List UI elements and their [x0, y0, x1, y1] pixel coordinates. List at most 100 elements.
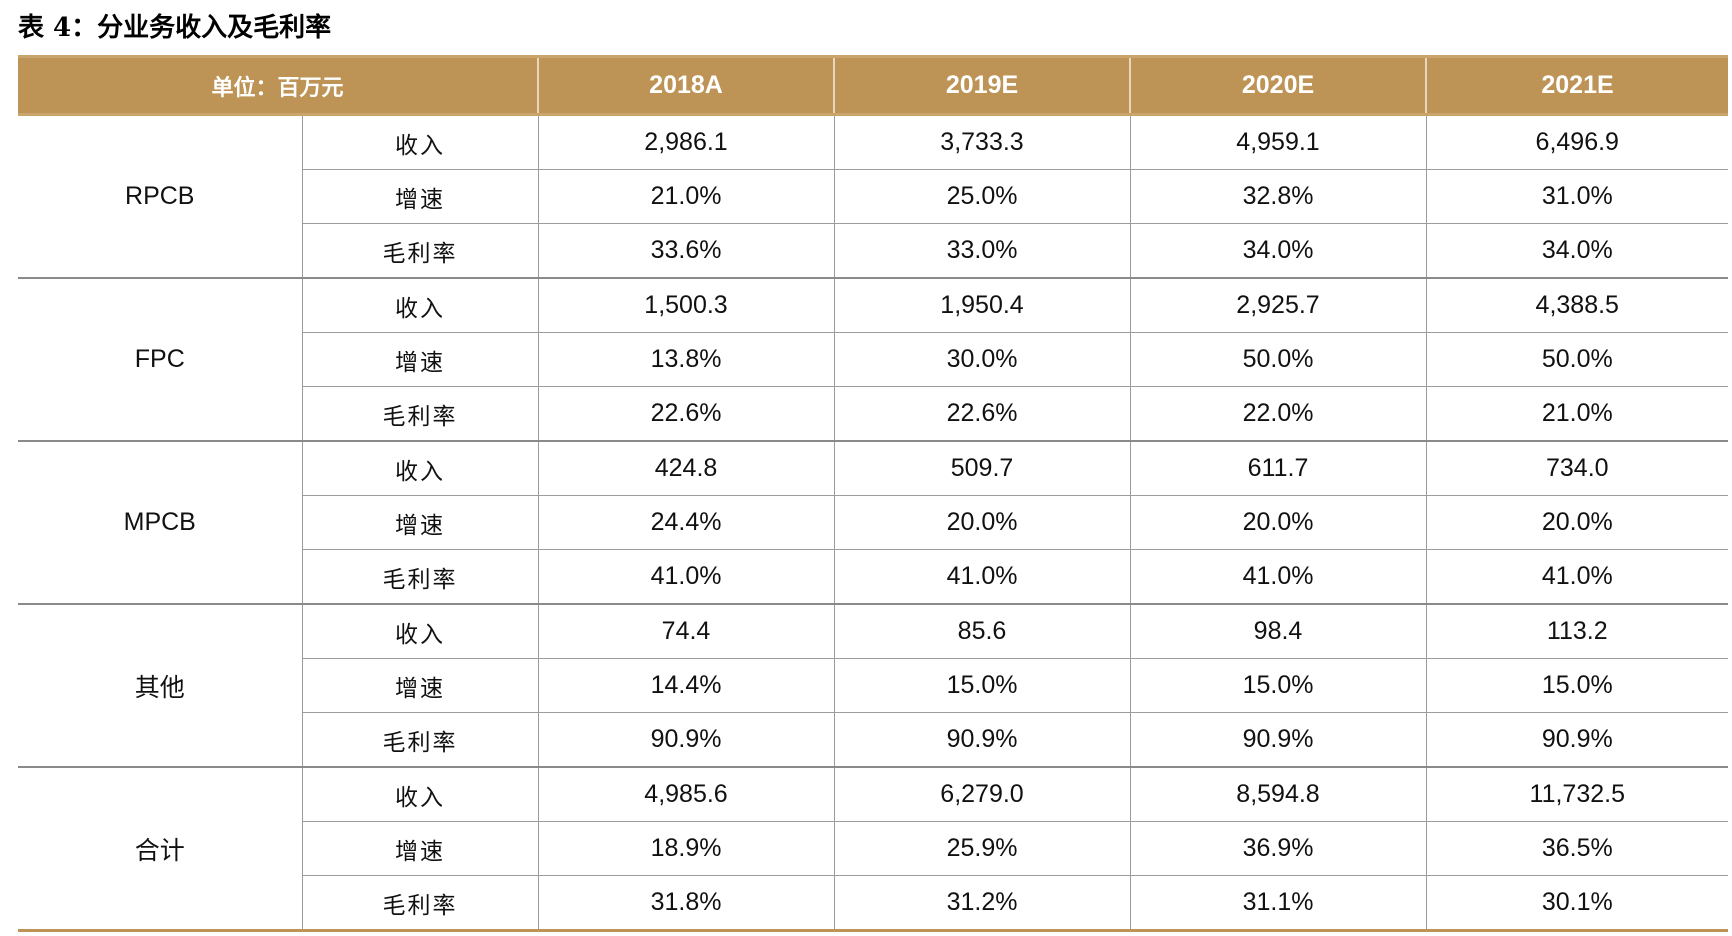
table-row: 合计 收入 4,985.6 6,279.0 8,594.8 11,732.5 [18, 767, 1729, 932]
metric-label: 收入 [301, 114, 539, 170]
year-header: 2021E [1425, 55, 1729, 116]
revenue-margin-table: 单位：百万元 2018A 2019E 2020E 2021E RPCB 收入 2… [18, 55, 1729, 932]
table-cell: 74.4 [537, 604, 835, 659]
table-cell: 36.5% [1425, 821, 1729, 876]
table-cell: 4,985.6 [537, 767, 835, 822]
table-cell: 20.0% [833, 495, 1131, 550]
table-cell: 41.0% [1129, 549, 1427, 605]
metric-label: 收入 [301, 604, 539, 659]
metric-label: 毛利率 [301, 386, 539, 442]
table-row: 增速 14.4% 15.0% 15.0% 15.0% [18, 658, 1729, 713]
table-cell: 25.9% [833, 821, 1131, 876]
table-cell: 22.6% [537, 386, 835, 442]
table-row: RPCB 收入 2,986.1 3,733.3 4,959.1 6,496.9 [18, 114, 1729, 279]
table-cell: 90.9% [833, 712, 1131, 768]
table-cell: 33.0% [833, 223, 1131, 279]
table-cell: 25.0% [833, 169, 1131, 224]
table-cell: 11,732.5 [1425, 767, 1729, 822]
table-row: 增速 18.9% 25.9% 36.9% 36.5% [18, 821, 1729, 876]
metric-label: 增速 [301, 658, 539, 713]
table-cell: 2,925.7 [1129, 278, 1427, 333]
table-row: MPCB 收入 424.8 509.7 611.7 734.0 [18, 441, 1729, 605]
table-cell: 85.6 [833, 604, 1131, 659]
table-cell: 6,496.9 [1425, 114, 1729, 170]
metric-label: 毛利率 [301, 875, 539, 932]
table-row: 毛利率 31.8% 31.2% 31.1% 30.1% [18, 875, 1729, 932]
table-row: 毛利率 33.6% 33.0% 34.0% 34.0% [18, 223, 1729, 279]
table-cell: 90.9% [1425, 712, 1729, 768]
table-cell: 41.0% [833, 549, 1131, 605]
table-cell: 31.2% [833, 875, 1131, 932]
table-cell: 113.2 [1425, 604, 1729, 659]
year-header: 2020E [1129, 55, 1427, 116]
table-cell: 31.8% [537, 875, 835, 932]
table-cell: 33.6% [537, 223, 835, 279]
table-cell: 98.4 [1129, 604, 1427, 659]
table-cell: 15.0% [833, 658, 1131, 713]
table-row: 毛利率 41.0% 41.0% 41.0% 41.0% [18, 549, 1729, 605]
table-cell: 509.7 [833, 441, 1131, 496]
table-cell: 15.0% [1129, 658, 1427, 713]
metric-label: 增速 [301, 169, 539, 224]
table-cell: 50.0% [1425, 332, 1729, 387]
table-cell: 8,594.8 [1129, 767, 1427, 822]
metric-label: 增速 [301, 821, 539, 876]
table-cell: 31.1% [1129, 875, 1427, 932]
table-cell: 24.4% [537, 495, 835, 550]
table-cell: 90.9% [537, 712, 835, 768]
year-header: 2019E [833, 55, 1131, 116]
table-title: 表 4：分业务收入及毛利率 [18, 13, 332, 43]
table-row: 增速 13.8% 30.0% 50.0% 50.0% [18, 332, 1729, 387]
metric-label: 毛利率 [301, 223, 539, 279]
table-cell: 6,279.0 [833, 767, 1131, 822]
table-cell: 32.8% [1129, 169, 1427, 224]
table-cell: 424.8 [537, 441, 835, 496]
table-cell: 50.0% [1129, 332, 1427, 387]
segment-label: MPCB [18, 441, 302, 605]
table-cell: 1,500.3 [537, 278, 835, 333]
segment-label: RPCB [18, 114, 302, 279]
metric-label: 毛利率 [301, 712, 539, 768]
segment-label: 其他 [18, 604, 302, 768]
table-cell: 30.0% [833, 332, 1131, 387]
table-cell: 34.0% [1425, 223, 1729, 279]
table-cell: 20.0% [1425, 495, 1729, 550]
table-row: 毛利率 22.6% 22.6% 22.0% 21.0% [18, 386, 1729, 442]
table-cell: 22.0% [1129, 386, 1427, 442]
table-cell: 18.9% [537, 821, 835, 876]
table-cell: 611.7 [1129, 441, 1427, 496]
table-cell: 21.0% [1425, 386, 1729, 442]
table-cell: 36.9% [1129, 821, 1427, 876]
metric-label: 收入 [301, 767, 539, 822]
table-cell: 22.6% [833, 386, 1131, 442]
table-cell: 90.9% [1129, 712, 1427, 768]
table-row: 增速 21.0% 25.0% 32.8% 31.0% [18, 169, 1729, 224]
table-cell: 34.0% [1129, 223, 1427, 279]
segment-label: FPC [18, 278, 302, 442]
table-cell: 2,986.1 [537, 114, 835, 170]
year-header: 2018A [537, 55, 835, 116]
table-cell: 20.0% [1129, 495, 1427, 550]
table-cell: 4,959.1 [1129, 114, 1427, 170]
table-cell: 15.0% [1425, 658, 1729, 713]
table-cell: 3,733.3 [833, 114, 1131, 170]
table-row: 增速 24.4% 20.0% 20.0% 20.0% [18, 495, 1729, 550]
table-cell: 4,388.5 [1425, 278, 1729, 333]
table-row: 毛利率 90.9% 90.9% 90.9% 90.9% [18, 712, 1729, 768]
unit-header: 单位：百万元 [18, 55, 539, 116]
table-cell: 31.0% [1425, 169, 1729, 224]
table-cell: 30.1% [1425, 875, 1729, 932]
table-row: FPC 收入 1,500.3 1,950.4 2,925.7 4,388.5 [18, 278, 1729, 442]
table-cell: 1,950.4 [833, 278, 1131, 333]
table-row: 其他 收入 74.4 85.6 98.4 113.2 [18, 604, 1729, 768]
metric-label: 收入 [301, 441, 539, 496]
metric-label: 收入 [301, 278, 539, 333]
metric-label: 毛利率 [301, 549, 539, 605]
header-row: 单位：百万元 2018A 2019E 2020E 2021E [18, 55, 1729, 116]
table-cell: 13.8% [537, 332, 835, 387]
table-cell: 41.0% [537, 549, 835, 605]
table-cell: 734.0 [1425, 441, 1729, 496]
table-cell: 21.0% [537, 169, 835, 224]
metric-label: 增速 [301, 495, 539, 550]
table-cell: 14.4% [537, 658, 835, 713]
